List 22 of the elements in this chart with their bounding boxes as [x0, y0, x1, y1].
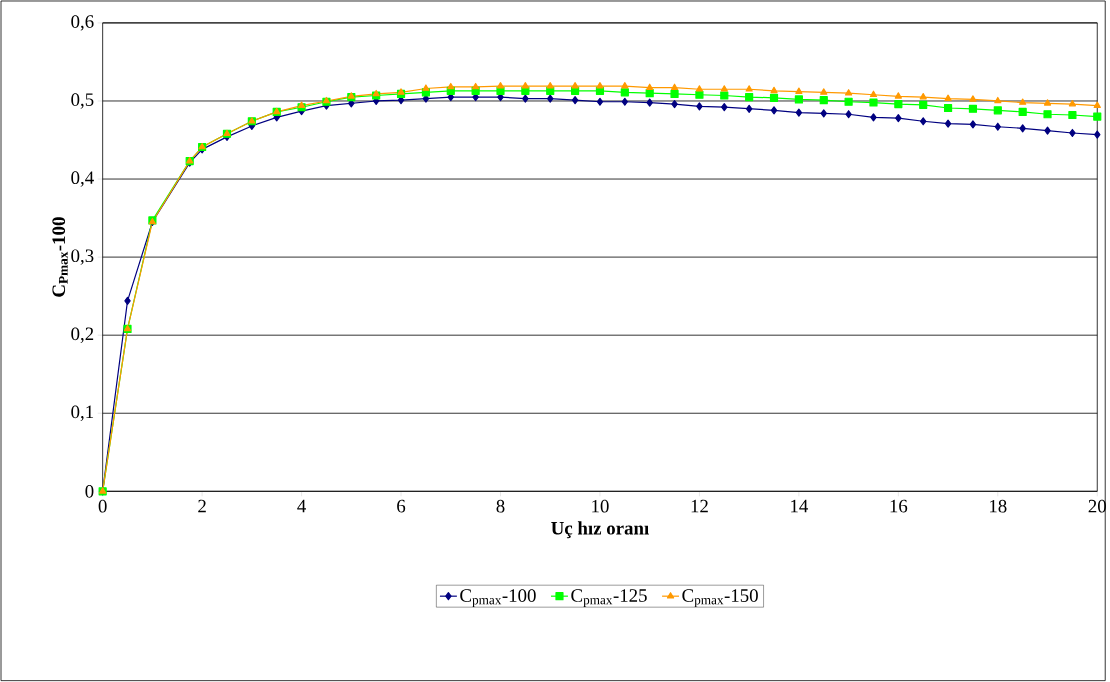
- x-tick-label: 6: [397, 499, 406, 513]
- y-tick-label: 0: [85, 485, 94, 498]
- y-tick-label: 0,5: [71, 93, 94, 109]
- x-tick-label: 10: [592, 499, 609, 513]
- y-axis-title: C$_{Pmax}$-100: [52, 217, 68, 297]
- x-tick-label: 12: [691, 499, 708, 513]
- x-tick-label: 14: [791, 499, 809, 513]
- y-tick-label: 0,6: [71, 15, 94, 31]
- y-tick-label: 0,1: [71, 405, 94, 422]
- x-axis-title: Uç hız oranı: [551, 521, 649, 539]
- legend-label: C$_{pmax}$-125: [571, 589, 647, 608]
- legend-label: C$_{pmax}$-100: [460, 589, 536, 608]
- x-tick-label: 4: [297, 499, 307, 513]
- x-tick-label: 0: [98, 499, 107, 513]
- x-tick-label: 16: [890, 499, 908, 513]
- y-tick-label: 0,2: [71, 327, 94, 344]
- x-tick-label: 18: [990, 499, 1007, 513]
- x-tick-label: 2: [198, 499, 206, 513]
- legend-label: C$_{pmax}$-150: [682, 589, 758, 608]
- y-tick-label: 0,4: [71, 171, 94, 187]
- y-tick-label: 0,3: [71, 249, 94, 265]
- x-tick-label: 8: [496, 499, 505, 513]
